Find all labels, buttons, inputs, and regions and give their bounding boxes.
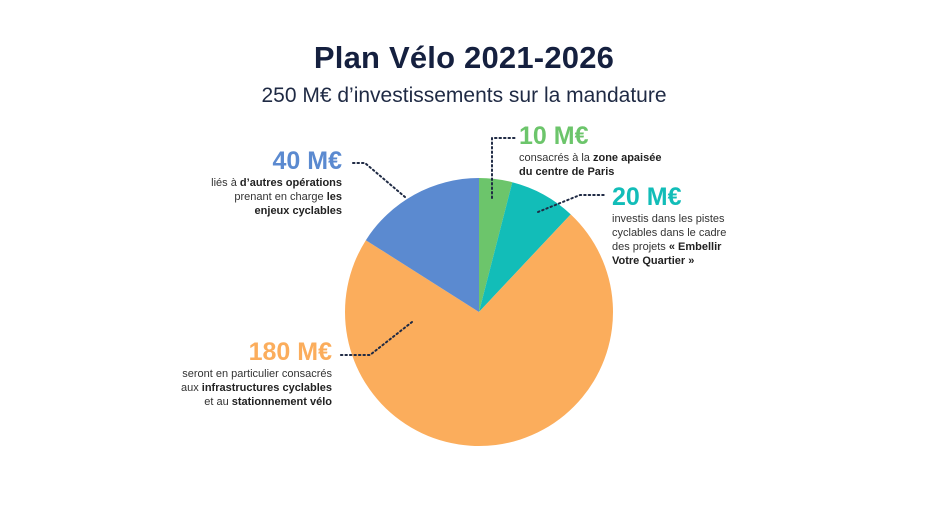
label-20m: 20 M€ investis dans les pistes cyclables … [612,183,812,268]
pie-slice-40 [365,178,479,312]
slice-amount: 180 M€ [248,338,332,366]
label-40m: 40 M€ liés à d’autres opérations prenant … [150,147,342,218]
slice-amount: 20 M€ [612,183,682,211]
slice-amount: 40 M€ [272,147,342,175]
leader-20m [537,194,606,213]
pie-slice-180 [344,214,613,446]
leader-10m [491,137,516,199]
slice-description: liés à d’autres opérations prenant en cha… [211,177,342,217]
leader-40m [349,162,406,198]
pie-slice-10 [479,178,513,312]
slice-amount: 10 M€ [519,122,589,150]
pie-slice-20 [479,182,571,312]
label-180m: 180 M€ seront en particulier consacrés au… [120,338,332,409]
slice-description: investis dans les pistes cyclables dans l… [612,213,727,267]
chart-title: Plan Vélo 2021-2026 [313,40,615,75]
slice-description: consacrés à la zone apaisée du centre de … [519,152,662,178]
label-10m: 10 M€ consacrés à la zone apaisée du cent… [519,122,719,179]
chart-subtitle: 250 M€ d’investissements sur la mandatur… [261,84,667,107]
leader-180m [339,321,413,356]
slice-description: seront en particulier consacrés aux infra… [180,368,332,408]
